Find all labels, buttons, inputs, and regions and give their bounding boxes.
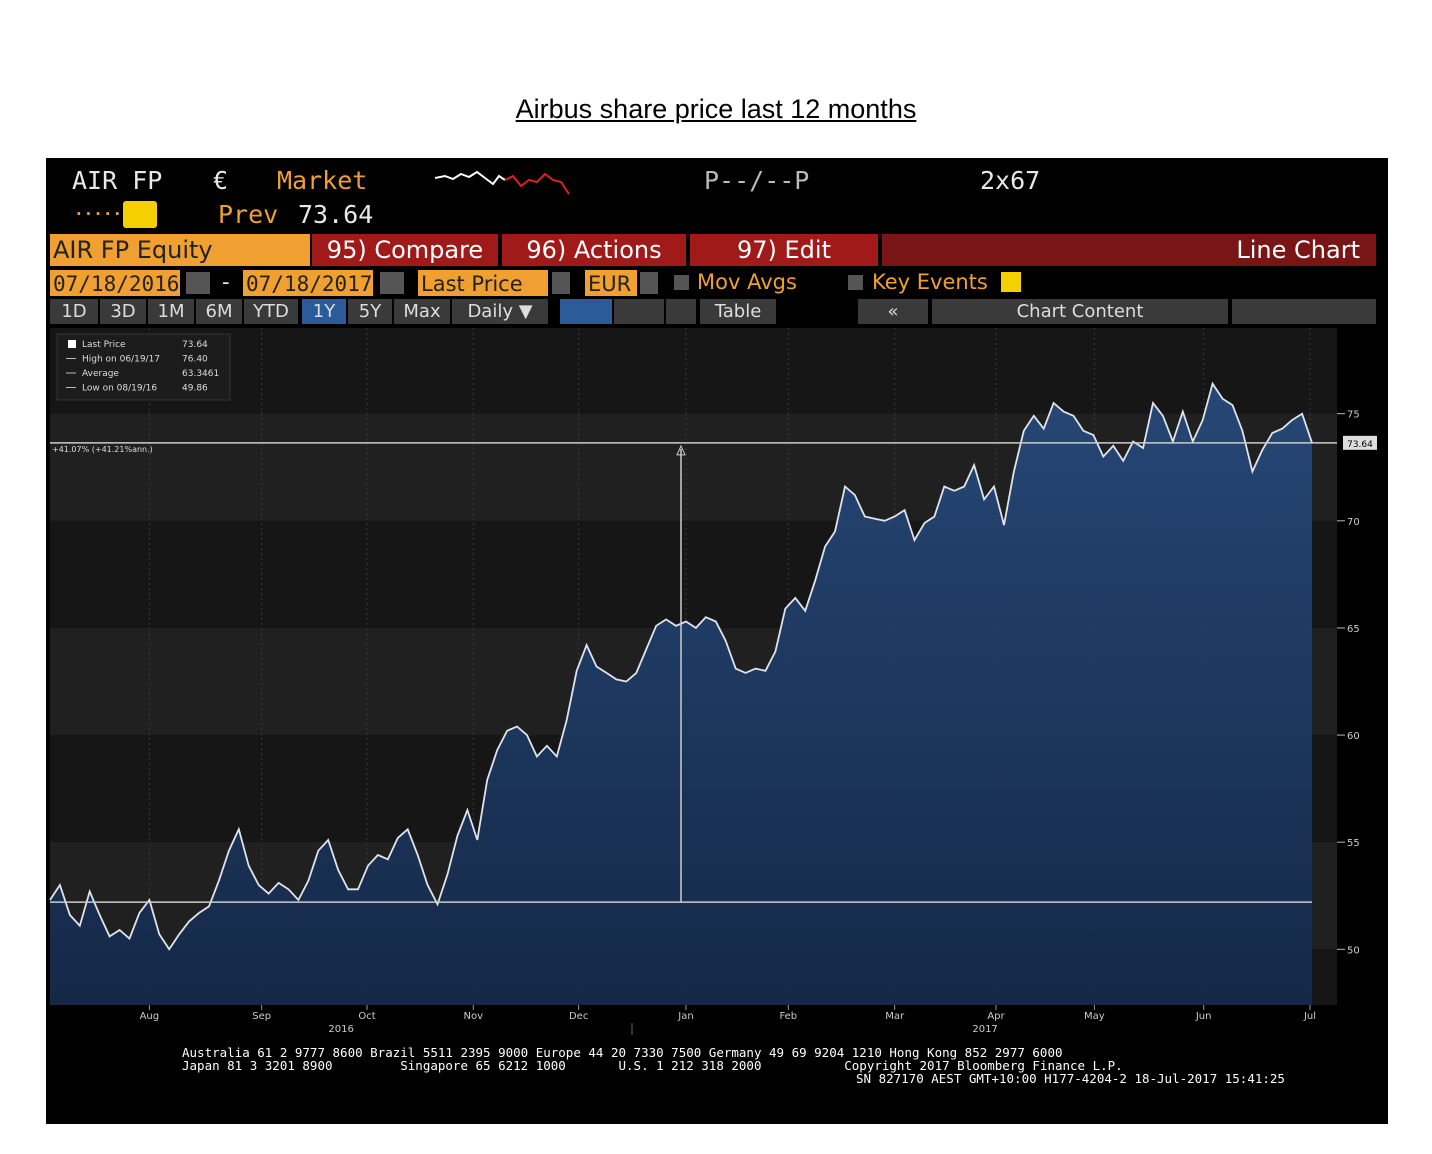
size: 2x67	[980, 166, 1041, 195]
y-tick-label: 75	[1347, 410, 1360, 421]
mov-avgs[interactable]: Mov Avgs	[697, 270, 797, 294]
x-tick-label: Jan	[677, 1011, 693, 1022]
y-tick-label: 55	[1347, 838, 1360, 849]
x-tick-label: Apr	[987, 1011, 1005, 1022]
range-button[interactable]: YTD	[244, 299, 298, 324]
info-icon[interactable]	[1001, 272, 1021, 292]
range-button[interactable]: 1Y	[302, 299, 346, 324]
x-tick-label: Aug	[140, 1011, 160, 1022]
legend-name: Average	[82, 369, 119, 379]
ticker: AIR FP	[72, 166, 163, 195]
range-button[interactable]: 1M	[148, 299, 194, 324]
bar-style-button[interactable]	[614, 299, 664, 324]
quote: P--/--P	[704, 166, 810, 195]
prev-value: 73.64	[298, 200, 374, 229]
x-tick-label: Jun	[1195, 1011, 1212, 1022]
chart-content-button[interactable]: Chart Content	[932, 299, 1228, 324]
dropdown-icon[interactable]	[640, 272, 658, 294]
legend-value: 49.86	[182, 384, 208, 394]
calendar-icon[interactable]	[380, 272, 404, 294]
market: Market	[277, 166, 368, 195]
key-events[interactable]: Key Events	[872, 270, 988, 294]
date-separator: -	[222, 270, 230, 294]
range-button[interactable]: 6M	[196, 299, 242, 324]
page-title-text: Airbus share price last 12 months	[515, 94, 917, 124]
start-date[interactable]: 07/18/2016	[50, 270, 180, 296]
currency-symbol: €	[213, 166, 229, 195]
x-tick-label: May	[1084, 1011, 1105, 1022]
footer-line: Australia 61 2 9777 8600 Brazil 5511 239…	[182, 1045, 1063, 1060]
range-button[interactable]: Max	[394, 299, 450, 324]
table-button[interactable]: Table	[700, 299, 776, 324]
x-year-label: 2016	[328, 1024, 353, 1035]
legend-name: Low on 08/19/16	[82, 384, 157, 394]
x-tick-label: Mar	[885, 1011, 905, 1022]
edit-button[interactable]: 97) Edit	[690, 234, 878, 266]
legend-box	[56, 333, 231, 401]
gauge-icon[interactable]	[123, 201, 157, 228]
x-tick-label: Nov	[464, 1011, 484, 1022]
y-tick-label: 70	[1347, 517, 1360, 528]
legend-swatch	[68, 340, 76, 348]
checkbox[interactable]	[674, 275, 689, 290]
x-tick-label: Feb	[779, 1011, 797, 1022]
x-year-label: 2017	[972, 1024, 997, 1035]
footer-line: SN 827170 AEST GMT+10:00 H177-4204-2 18-…	[856, 1071, 1285, 1086]
page-title: Airbus share price last 12 months	[0, 94, 1432, 125]
y-tick-label: 60	[1347, 731, 1360, 742]
legend-value: 73.64	[182, 340, 208, 350]
collapse-button[interactable]: «	[858, 299, 928, 324]
field-select[interactable]: Last Price	[418, 270, 548, 296]
end-date[interactable]: 07/18/2017	[243, 270, 373, 296]
settings-button[interactable]	[1232, 299, 1376, 324]
security-field[interactable]: AIR FP Equity	[50, 234, 310, 266]
checkbox[interactable]	[848, 275, 863, 290]
legend-value: 76.40	[182, 355, 208, 365]
y-tick-label: 65	[1347, 624, 1360, 635]
period-button[interactable]: Daily ▼	[452, 299, 548, 324]
calendar-icon[interactable]	[186, 272, 210, 294]
range-button[interactable]: 3D	[100, 299, 146, 324]
range-button[interactable]: 5Y	[348, 299, 392, 324]
line-style-button[interactable]	[560, 299, 612, 324]
x-tick-label: Oct	[358, 1011, 375, 1022]
y-tick-label: 50	[1347, 945, 1360, 956]
dots: .....	[74, 200, 123, 219]
actions-button[interactable]: 96) Actions	[502, 234, 686, 266]
x-tick-label: Sep	[252, 1011, 271, 1022]
prev-label: Prev	[218, 200, 279, 229]
style-dropdown[interactable]	[666, 299, 696, 324]
compare-button[interactable]: 95) Compare	[312, 234, 498, 266]
last-price-box	[1343, 435, 1377, 450]
dropdown-icon[interactable]	[552, 272, 570, 294]
measure-arrow	[676, 444, 686, 456]
annotation: +41.07% (+41.21%ann.)	[52, 445, 153, 454]
legend-name: Last Price	[82, 340, 126, 350]
range-button[interactable]: 1D	[50, 299, 98, 324]
x-tick-label: Dec	[569, 1011, 588, 1022]
last-price-label: 73.64	[1347, 440, 1373, 450]
sparkline-icon	[435, 170, 570, 195]
legend-value: 63.3461	[182, 369, 219, 379]
footer-line: Japan 81 3 3201 8900 Singapore 65 6212 1…	[182, 1058, 1123, 1073]
x-tick-label: Jul	[1303, 1011, 1316, 1022]
currency-select[interactable]: EUR	[585, 270, 637, 296]
legend-name: High on 06/19/17	[82, 355, 160, 365]
chart-kind: Line Chart	[882, 234, 1376, 266]
